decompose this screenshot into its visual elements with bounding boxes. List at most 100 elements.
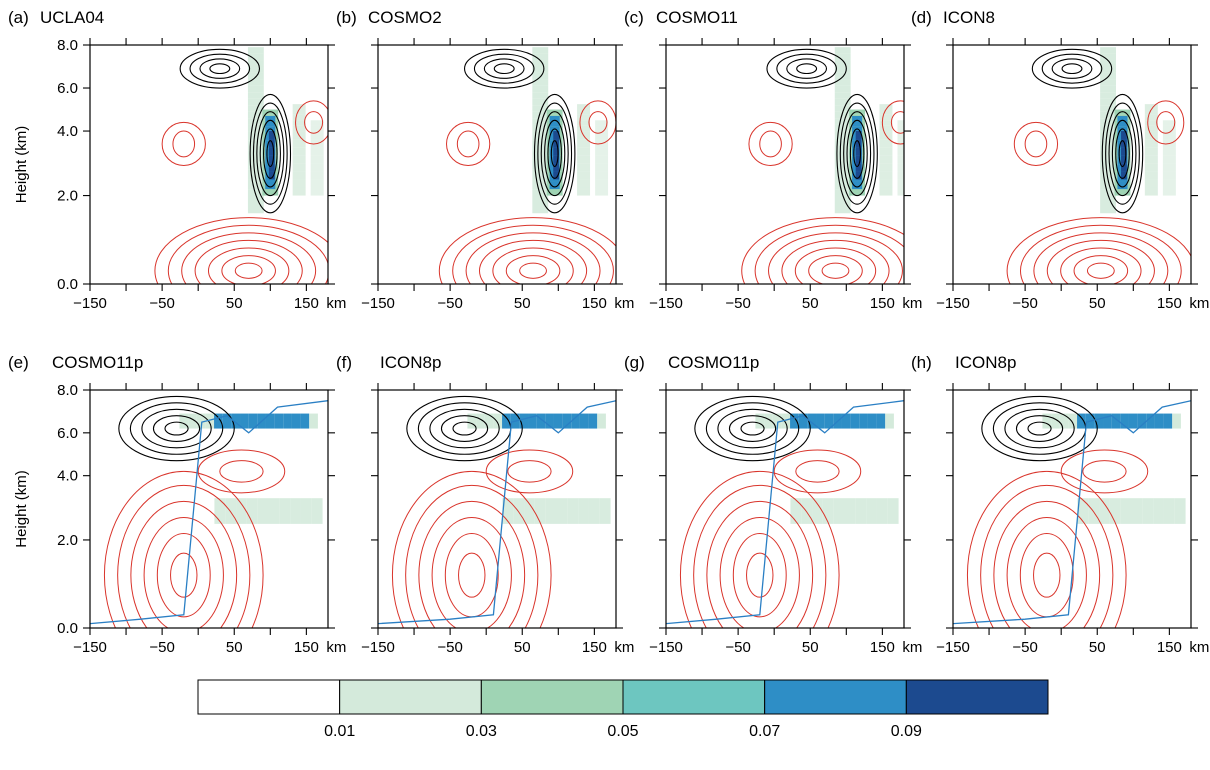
shading-cell xyxy=(484,413,494,429)
shading-cell xyxy=(247,150,264,161)
shading-cell xyxy=(467,413,477,429)
shading-cell xyxy=(897,179,904,188)
x-tick-label: −150 xyxy=(73,639,107,656)
contour-negative xyxy=(579,100,616,145)
contour-negative xyxy=(759,130,782,158)
shading-cell xyxy=(852,126,863,133)
shading-cell xyxy=(1144,114,1158,121)
shading-cell xyxy=(553,155,560,164)
x-tick-label: 150 xyxy=(1157,639,1182,656)
contour-negative xyxy=(304,111,324,134)
contour-negative xyxy=(993,500,1101,628)
contour-negative xyxy=(1073,255,1129,284)
shading-cell xyxy=(577,114,591,121)
x-tick-label: −150 xyxy=(936,295,970,312)
shading-cell xyxy=(1162,131,1176,140)
shading-cell xyxy=(879,114,893,121)
shading-cell xyxy=(247,140,264,151)
shading-cell xyxy=(247,60,264,67)
shading-cell xyxy=(265,126,276,133)
shading-cell xyxy=(844,498,856,524)
shading-cell xyxy=(196,413,206,429)
x-tick-label: 50 xyxy=(1089,295,1106,312)
shading-cell xyxy=(310,120,324,126)
contour-positive xyxy=(740,421,765,436)
contour-negative xyxy=(161,121,206,166)
shading-cell xyxy=(833,498,845,524)
contour-positive xyxy=(839,102,875,205)
shading-cell xyxy=(549,115,560,122)
shading-cell xyxy=(834,160,851,170)
shading-cell xyxy=(493,413,503,429)
contour-positive xyxy=(252,102,288,205)
shading-cell xyxy=(300,498,312,524)
shading-cell xyxy=(1162,171,1176,180)
shading-cell xyxy=(879,120,893,126)
shading-cell xyxy=(798,413,808,429)
shading-cell xyxy=(248,413,258,429)
panel-field xyxy=(154,47,328,284)
shading-cell xyxy=(855,171,862,180)
contour-positive xyxy=(263,128,278,179)
contour-negative xyxy=(505,255,561,284)
contour-negative xyxy=(492,247,574,284)
shading-cell xyxy=(247,85,264,93)
y-tick-label: 2.0 xyxy=(57,188,78,205)
contour-negative xyxy=(794,247,877,284)
shading-cell xyxy=(1100,140,1116,151)
shading-cell xyxy=(1154,413,1164,429)
contour-positive xyxy=(776,53,837,84)
contour-positive xyxy=(1061,63,1083,75)
x-tick-label: 150 xyxy=(294,639,319,656)
shading-cell xyxy=(534,498,546,524)
shading-cell xyxy=(292,179,306,188)
shading-cell xyxy=(268,147,275,156)
shading-cell xyxy=(247,169,264,180)
shading-cell xyxy=(1162,163,1176,172)
shading-cell xyxy=(524,498,535,524)
shading-cell xyxy=(311,498,323,524)
shading-cell xyxy=(1117,115,1128,122)
x-tick-label: 150 xyxy=(870,295,895,312)
shading-cell xyxy=(532,105,549,112)
panel-b: −150 −50 50 150 km (b) COSMO2 xyxy=(336,8,634,312)
shading-cell xyxy=(291,413,301,429)
shading-cell xyxy=(1042,413,1052,429)
contour-positive xyxy=(256,111,285,197)
shading-cell xyxy=(1162,179,1176,188)
shading-cell xyxy=(292,109,306,115)
shading-cell xyxy=(1068,413,1078,429)
shading-cell xyxy=(577,187,591,196)
shading-cell xyxy=(879,104,893,110)
x-tick-label: −50 xyxy=(437,639,462,656)
x-tick-label: −50 xyxy=(437,295,462,312)
contour-positive xyxy=(544,119,566,188)
x-unit-label: km xyxy=(614,639,634,656)
contour-positive xyxy=(152,415,201,442)
shading-cell xyxy=(292,104,306,110)
x-tick-label: −50 xyxy=(725,639,750,656)
contour-negative xyxy=(219,460,264,483)
contour-negative xyxy=(167,224,328,284)
shading-cell xyxy=(588,413,598,429)
panel-field xyxy=(378,395,616,628)
x-unit-label: km xyxy=(902,295,922,312)
shading-cell xyxy=(588,498,600,524)
contour-negative xyxy=(465,232,601,284)
panel-model-name: ICON8p xyxy=(955,353,1016,372)
shading-cell xyxy=(1094,413,1104,429)
shading-cell xyxy=(879,163,893,172)
shading-cell xyxy=(822,498,834,524)
contour-positive xyxy=(550,140,559,168)
contour-negative xyxy=(1020,224,1182,284)
y-tick-label: 4.0 xyxy=(57,468,78,485)
colorbar-bin xyxy=(905,679,1049,715)
shading-cell xyxy=(850,413,860,429)
colorbar-bin xyxy=(622,679,766,715)
shading-cell xyxy=(1162,155,1176,164)
x-tick-label: −150 xyxy=(73,295,107,312)
shading-cell xyxy=(790,413,799,429)
panel-frame xyxy=(665,44,905,285)
shading-cell xyxy=(1128,413,1138,429)
x-tick-label: −50 xyxy=(1012,295,1037,312)
